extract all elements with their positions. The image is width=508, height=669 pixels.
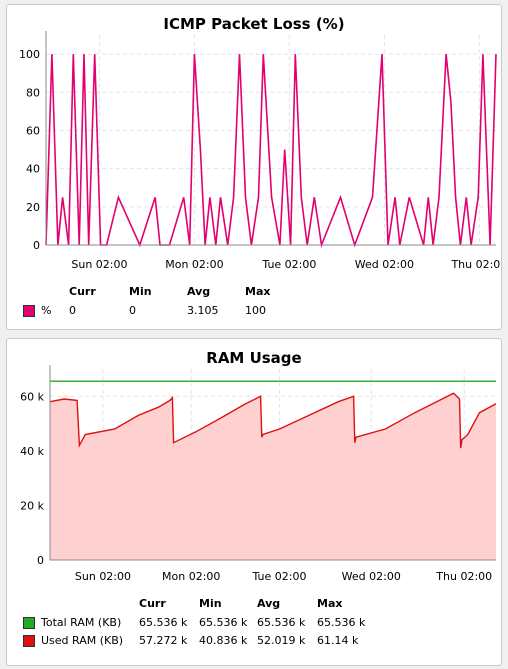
legend-value: 65.536 k bbox=[139, 616, 188, 629]
legend-value: 57.272 k bbox=[139, 634, 188, 647]
x-tick-label: Wed 02:00 bbox=[355, 258, 414, 271]
series-area-fill bbox=[50, 393, 496, 560]
legend-header: Avg bbox=[187, 285, 211, 298]
legend-value: 0 bbox=[69, 304, 76, 317]
legend-value: 65.536 k bbox=[257, 616, 306, 629]
legend-swatch bbox=[23, 305, 35, 317]
y-tick-label: 20 k bbox=[20, 499, 44, 512]
chart-title: ICMP Packet Loss (%) bbox=[163, 15, 345, 33]
legend-header: Curr bbox=[69, 285, 96, 298]
legend-header: Min bbox=[129, 285, 152, 298]
legend-header: Avg bbox=[257, 597, 281, 610]
ram-legend-table: Curr Min Avg Max Total RAM (KB) 65.536 k 65.53… bbox=[7, 597, 501, 663]
series-line bbox=[45, 54, 497, 249]
y-tick-label: 80 bbox=[26, 86, 40, 99]
x-tick-label: Tue 02:00 bbox=[251, 570, 306, 583]
legend-swatch bbox=[23, 635, 35, 647]
x-tick-label: Thu 02:00 bbox=[450, 258, 501, 271]
legend-header: Min bbox=[199, 597, 222, 610]
x-tick-label: Sun 02:00 bbox=[71, 258, 127, 271]
legend-header: Max bbox=[317, 597, 343, 610]
y-tick-label: 20 bbox=[26, 201, 40, 214]
y-tick-label: 60 k bbox=[20, 390, 44, 403]
icmp-legend-table: Curr Min Avg Max% 0 0 3.105 100 bbox=[7, 285, 501, 325]
legend-value: 0 bbox=[129, 304, 136, 317]
legend-value: 3.105 bbox=[187, 304, 219, 317]
ram-panel: RAM Usage 0 20 k 40 k 60 k Sun 02:00 Mon 02:0… bbox=[6, 338, 502, 666]
legend-swatch bbox=[23, 617, 35, 629]
legend-label: Used RAM (KB) bbox=[41, 634, 124, 647]
legend-value: 61.14 k bbox=[317, 634, 359, 647]
chart-title: RAM Usage bbox=[206, 349, 302, 367]
x-tick-label: Thu 02:00 bbox=[435, 570, 492, 583]
x-tick-label: Tue 02:00 bbox=[261, 258, 316, 271]
x-tick-label: Wed 02:00 bbox=[342, 570, 401, 583]
y-tick-label: 0 bbox=[37, 554, 44, 567]
x-tick-label: Mon 02:00 bbox=[162, 570, 220, 583]
y-tick-label: 100 bbox=[19, 48, 40, 61]
legend-header: Max bbox=[245, 285, 271, 298]
legend-value: 65.536 k bbox=[199, 616, 248, 629]
icmp-chart: 0 20 40 60 80 100 Sun 02:00 Mon 02:00 Tue 02:00 W… bbox=[19, 31, 501, 271]
legend-value: 40.836 k bbox=[199, 634, 248, 647]
legend-value: 100 bbox=[245, 304, 266, 317]
legend-value: 52.019 k bbox=[257, 634, 306, 647]
y-tick-label: 0 bbox=[33, 239, 40, 252]
y-tick-label: 40 bbox=[26, 163, 40, 176]
x-tick-label: Sun 02:00 bbox=[75, 570, 131, 583]
series-line bbox=[49, 392, 497, 449]
legend-label: Total RAM (KB) bbox=[41, 616, 122, 629]
y-tick-label: 60 bbox=[26, 124, 40, 137]
legend-header: Curr bbox=[139, 597, 166, 610]
legend-value: 65.536 k bbox=[317, 616, 366, 629]
legend-label: % bbox=[41, 304, 52, 317]
ram-chart: 0 20 k 40 k 60 k Sun 02:00 Mon 02:00 Tue 02:00… bbox=[20, 365, 497, 583]
icmp-panel: ICMP Packet Loss (%) 0 20 40 60 80 100 Sun 02:… bbox=[6, 4, 502, 330]
y-tick-label: 40 k bbox=[20, 445, 44, 458]
x-tick-label: Mon 02:00 bbox=[165, 258, 223, 271]
